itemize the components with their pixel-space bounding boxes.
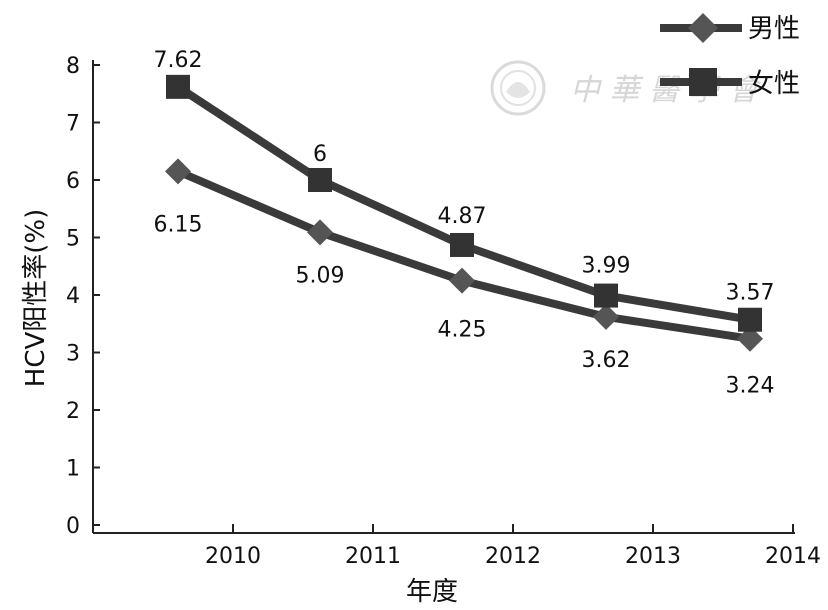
data-point-square [166,74,190,99]
data-point-square [308,168,332,192]
x-axis-ticks: 2010 2011 2012 2013 2014 [205,524,821,569]
data-label: 4.25 [438,318,487,343]
y-tick-label: 5 [66,227,80,252]
y-axis-ticks: 0 1 2 3 4 5 6 7 8 [66,54,100,539]
legend-diamond-icon [688,13,718,43]
y-tick-label: 0 [66,514,80,539]
data-point-square [594,283,618,308]
y-tick-label: 6 [66,169,80,194]
data-point-diamond [593,303,619,330]
data-label: 7.62 [154,48,203,73]
legend-square-icon [689,68,717,96]
data-point-square [738,307,762,332]
series-male: 6.15 5.09 4.25 3.62 3.24 [154,158,775,399]
data-point-diamond [165,158,191,185]
legend-label-male: 男性 [748,14,800,44]
data-label: 6.15 [154,212,203,237]
y-axis-title: HCV阳性率(%) [21,209,51,387]
watermark: 中 華 醫 學 會 [490,60,762,116]
y-tick-label: 2 [66,399,80,424]
x-tick-label: 2012 [485,544,541,569]
x-axis-title: 年度 [406,577,458,607]
y-tick-label: 7 [66,112,80,137]
x-tick-label: 2013 [625,544,681,569]
y-tick-label: 1 [66,457,80,482]
data-point-square [450,232,474,257]
legend-item-male: 男性 [660,13,800,44]
data-point-diamond [307,219,333,246]
data-point-diamond [737,325,763,352]
data-point-diamond [449,267,475,294]
data-label: 3.24 [726,374,775,399]
x-tick-label: 2014 [765,544,821,569]
series-layer: 6.15 5.09 4.25 3.62 3.24 7.62 6 4.87 3.99 3.57 [154,48,775,399]
data-label: 3.99 [582,254,631,279]
data-label: 3.62 [582,348,631,373]
x-tick-label: 2011 [345,544,401,569]
y-tick-label: 4 [66,284,80,309]
legend-label-female: 女性 [748,69,800,99]
data-label: 5.09 [296,263,345,288]
data-label: 6 [313,142,327,167]
y-tick-label: 3 [66,342,80,367]
watermark-seal-icon [490,60,546,116]
legend-item-female: 女性 [660,68,800,99]
data-label: 4.87 [438,204,487,229]
y-tick-label: 8 [66,54,80,79]
legend: 男性 女性 [660,13,800,99]
series-female: 7.62 6 4.87 3.99 3.57 [154,48,775,332]
x-tick-label: 2010 [205,544,261,569]
data-label: 3.57 [726,281,775,306]
